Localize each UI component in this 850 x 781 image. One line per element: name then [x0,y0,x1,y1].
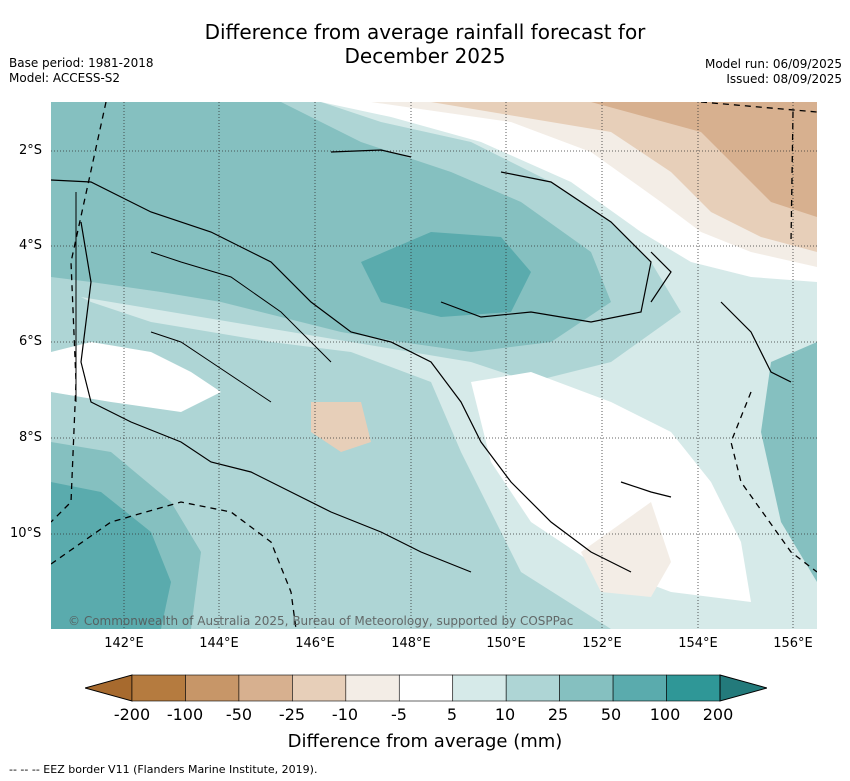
x-label-148e: 148°E [391,636,431,651]
contour-dry-se [581,502,671,597]
y-label-2s: 2°S [19,143,43,158]
colorbar-extend-high [719,674,767,702]
y-label-6s: 6°S [19,334,43,349]
colorbar-segment [345,674,400,702]
colorbar-segment [398,674,454,702]
y-label-4s: 4°S [19,238,43,253]
contour-east-teal [761,342,817,582]
model-name: Model: ACCESS-S2 [9,71,121,85]
cbar-tick-label: 200 [702,705,734,724]
colorbar-segment [559,674,614,702]
cbar-tick-label: -5 [391,705,407,724]
x-label-146e: 146°E [295,636,335,651]
contour-minus50-north [591,102,817,217]
contour-sw-50-100 [51,482,171,629]
colorbar-segment [131,674,186,702]
cbar-tick-label: 25 [547,705,569,724]
colorbar-segment [452,674,507,702]
colorbar-segment [612,674,667,702]
colorbar-segment [185,674,240,702]
model-run: Model run: 06/09/2025 [704,57,842,71]
colorbar-extend-low [85,674,133,702]
eez-footnote: -- -- -- EEZ border V11 (Flanders Marine… [9,763,318,776]
issued-date: Issued: 08/09/2025 [726,72,842,86]
colorbar-segment [666,674,721,702]
coastlines [50,149,792,573]
x-label-150e: 150°E [486,636,526,651]
copyright-credit: © Commonwealth of Australia 2025, Bureau… [68,614,574,628]
x-label-152e: 152°E [582,636,622,651]
contour-dry-west [51,342,221,412]
graticule [51,102,817,629]
cbar-tick-label: 50 [600,705,622,724]
rainfall-map [50,101,818,630]
colorbar-segment [292,674,347,702]
map-title: Difference from average rainfall forecas… [0,20,850,68]
x-label-142e: 142°E [104,636,144,651]
meta-right: Model run: 06/09/2025 Issued: 08/09/2025 [705,57,842,87]
cbar-tick-label: -25 [278,705,306,724]
cbar-tick-label: -10 [331,705,359,724]
cbar-tick-label: -200 [113,705,151,724]
contour-50-100-core [361,232,531,317]
map-canvas [50,101,818,630]
cbar-tick-label: 100 [649,705,681,724]
title-line-2: December 2025 [344,44,506,68]
y-label-8s: 8°S [19,430,43,445]
cbar-tick-label: 10 [494,705,516,724]
cbar-tick-label: -50 [225,705,253,724]
y-label-10s: 10°S [10,526,42,541]
meta-left: Base period: 1981-2018 Model: ACCESS-S2 [9,56,154,86]
colorbar-segment [238,674,293,702]
colorbar-segment [505,674,560,702]
title-line-1: Difference from average rainfall forecas… [204,20,646,44]
x-label-154e: 154°E [678,636,718,651]
cbar-tick-label: -100 [166,705,204,724]
x-label-156e: 156°E [773,636,813,651]
cbar-tick-label: 5 [446,705,458,724]
contour-dry-center [471,372,751,602]
eez-border [50,101,818,630]
colorbar [85,674,767,702]
x-label-144e: 144°E [199,636,239,651]
colorbar-label: Difference from average (mm) [287,731,563,752]
base-period: Base period: 1981-2018 [9,56,154,70]
contour-inland-beige [311,402,371,452]
